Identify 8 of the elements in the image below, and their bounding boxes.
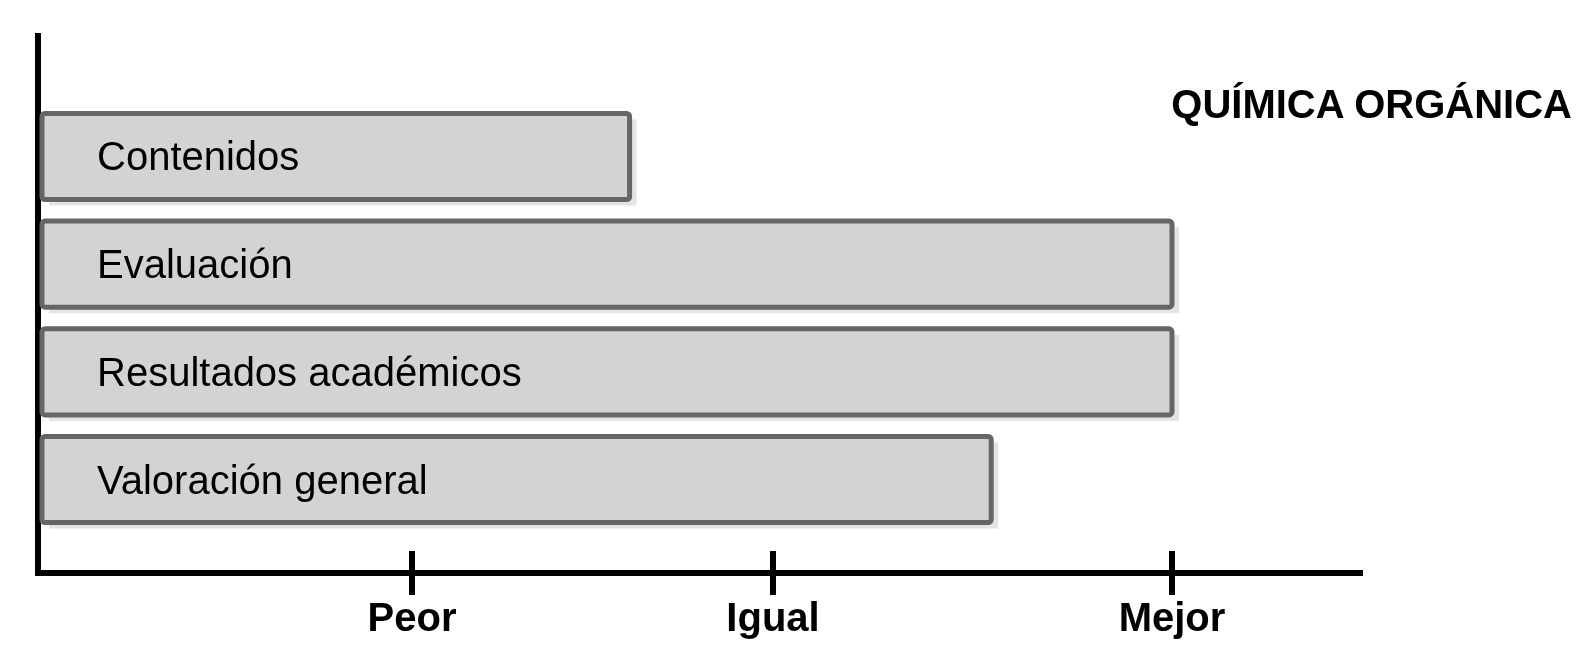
text: Mejor [1118,595,1226,639]
y-tick-label: Valoración general [97,457,428,502]
y-tick-label: Resultados académicos [97,349,522,394]
y-tick-label: Contenidos [97,134,300,179]
text: Peor [367,595,457,639]
text: Igual [726,595,820,639]
text: QUÍMICA ORGÁNICA [1171,82,1572,126]
y-tick-label: Evaluación [97,242,293,287]
